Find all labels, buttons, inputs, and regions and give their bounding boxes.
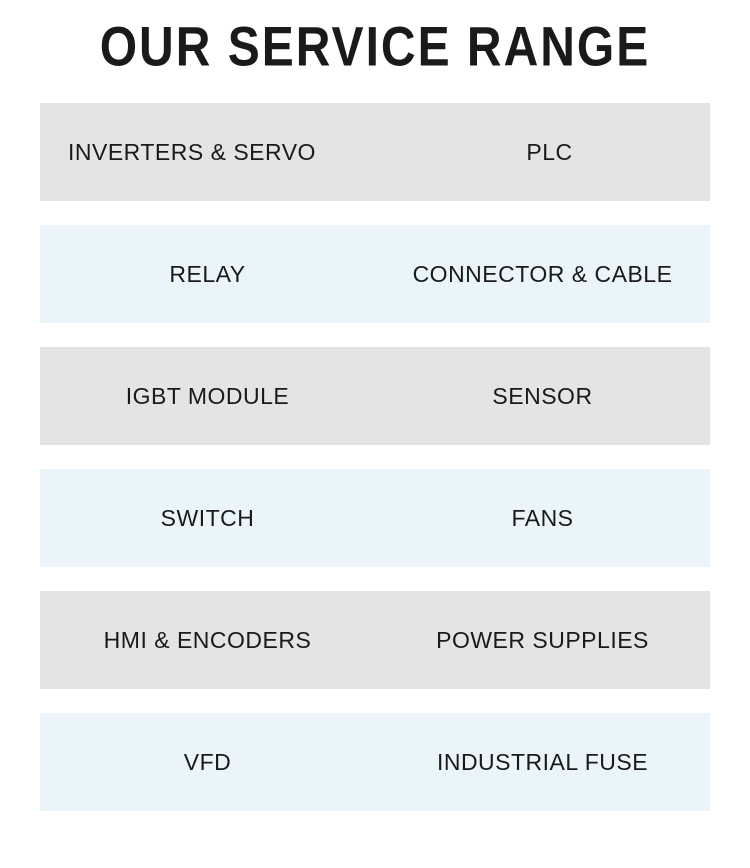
table-row: SWITCH FANS [40,469,710,567]
service-cell: RELAY [40,261,375,288]
table-row: VFD INDUSTRIAL FUSE [40,713,710,811]
table-row: INVERTERS & SERVO PLC [40,103,710,201]
service-cell: INDUSTRIAL FUSE [375,749,710,776]
page-title: OUR SERVICE RANGE [0,16,750,79]
table-row: HMI & ENCODERS POWER SUPPLIES [40,591,710,689]
service-cell: PLC [389,139,710,166]
service-cell: CONNECTOR & CABLE [375,261,710,288]
service-cell: POWER SUPPLIES [375,627,710,654]
service-cell: VFD [40,749,375,776]
service-cell: IGBT MODULE [40,383,375,410]
service-cell: INVERTERS & SERVO [40,139,389,166]
service-cell: SENSOR [375,383,710,410]
table-row: IGBT MODULE SENSOR [40,347,710,445]
service-cell: HMI & ENCODERS [40,627,375,654]
service-table: INVERTERS & SERVO PLC RELAY CONNECTOR & … [0,103,750,811]
table-row: RELAY CONNECTOR & CABLE [40,225,710,323]
service-cell: FANS [375,505,710,532]
service-cell: SWITCH [40,505,375,532]
